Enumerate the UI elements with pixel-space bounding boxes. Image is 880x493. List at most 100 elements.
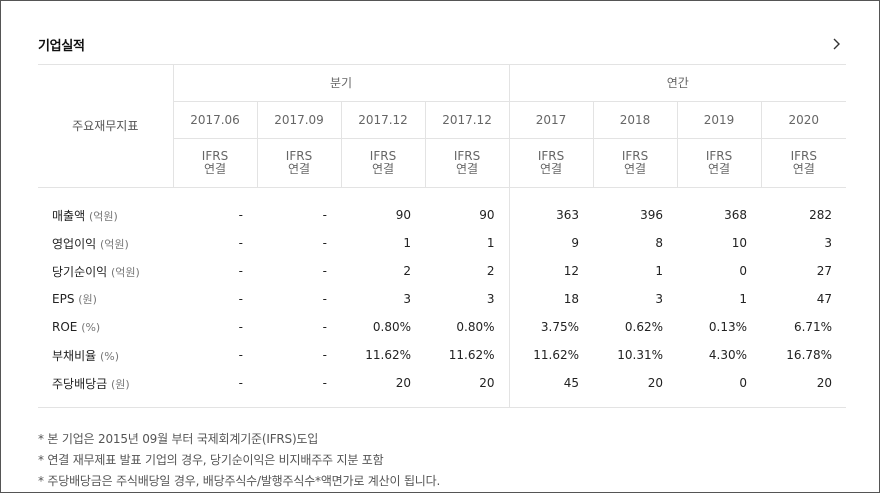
metrics-body: 매출액 (억원) - -90 90 363 396 368 282 영업이익 (억원) - -1 1 9… (38, 187, 847, 408)
ifrs-label-standard: IFRS (285, 148, 313, 163)
financial-table: 주요재무지표 분기 연간 2017.06 2017.09 2017.12 2017.1… (38, 65, 847, 408)
value-cell: - (322, 236, 327, 250)
value-cell: 6.71% (793, 320, 833, 334)
value-cell: 11.62% (365, 348, 411, 362)
metric-name: ROE (52, 320, 82, 334)
ifrs-label-consolidated: 연결 (792, 161, 815, 176)
value-cell: 0.62% (624, 320, 664, 334)
value-cell: - (238, 236, 243, 250)
ifrs-label-consolidated: 연결 (623, 161, 647, 176)
section-title: 기업실적 (38, 39, 85, 54)
ifrs-label: IFRS 연결 (508, 138, 594, 188)
metric-label: 주당배당금 (원) (38, 369, 173, 397)
period-header: 2019 (676, 101, 762, 139)
ifrs-label-standard: IFRS (201, 148, 229, 163)
group-annual: 연간 (508, 65, 847, 102)
value-cell: 282 (809, 208, 833, 222)
footnotes: * 본 기업은 2015년 09월 부터 국제회계기준(IFRS)도입 * 연결 … (38, 429, 440, 492)
metric-name: 주당배당금 (52, 376, 112, 391)
metric-label: 매출액 (억원) (38, 201, 173, 229)
footnote: * 주당배당금은 주식배당일 경우, 배당주식수/발행주식수*액면가로 계산이 … (38, 474, 441, 488)
metric-unit: (억원) (99, 237, 129, 251)
metric-label: 당기순이익 (억원) (38, 257, 173, 285)
value-cell: 0 (739, 264, 748, 278)
metric-label: 부채비율 (%) (38, 341, 173, 369)
metric-label: ROE (%) (38, 313, 173, 341)
value-cell: 368 (724, 208, 748, 222)
period-row: 2017.06 2017.09 2017.12 2017.12 2017 2018 2019… (38, 101, 847, 139)
value-cell: 3 (486, 292, 495, 306)
metric-unit: (억원) (88, 209, 118, 223)
value-cell: 27 (816, 264, 833, 278)
ifrs-label-consolidated: 연결 (203, 161, 227, 176)
ifrs-row: IFRS 연결 IFRS 연결 IFRS 연결 IFRS 연결 IFRS 연결 IFRS 연결 IFRS… (38, 138, 847, 188)
value-cell: 4.30% (708, 348, 748, 362)
value-cell: - (238, 376, 243, 390)
value-cell: - (238, 348, 243, 362)
value-cell: - (238, 264, 243, 278)
value-cell: 10 (731, 236, 748, 250)
spacer-row (38, 397, 847, 408)
metric-unit: (%) (81, 321, 101, 334)
metric-unit: (원) (111, 377, 130, 391)
value-cell: 0.13% (708, 320, 748, 334)
value-cell: 45 (508, 369, 594, 397)
value-cell: 16.78% (786, 348, 833, 362)
ifrs-label-consolidated: 연결 (455, 161, 479, 176)
period-header: 2018 (592, 101, 678, 139)
table-row: ROE (%) - - 0.80% 0.80% 3.75% 0.62% 0.13% 6.71% (38, 313, 846, 341)
value-cell: 2 (486, 264, 495, 278)
value-cell: 9 (508, 229, 594, 257)
ifrs-label: IFRS 연결 (256, 138, 341, 188)
ifrs-label: IFRS 연결 (424, 138, 510, 188)
footnote: * 본 기업은 2015년 09월 부터 국제회계기준(IFRS)도입 (38, 432, 319, 446)
footnote-highlight: 2015년 09월 (98, 432, 168, 446)
ifrs-label-standard: IFRS (453, 148, 481, 163)
metric-name: 당기순이익 (52, 264, 112, 279)
metric-label: EPS (원) (38, 285, 173, 313)
value-cell: 11.62% (448, 348, 495, 362)
value-cell: - (322, 264, 327, 278)
table-row: 영업이익 (억원) - -1 1 9 8 10 3 (38, 229, 846, 257)
ifrs-label-standard: IFRS (621, 148, 649, 163)
value-cell: 8 (655, 236, 664, 250)
metric-name: 부채비율 (52, 348, 100, 363)
value-cell: 90 (479, 208, 495, 222)
period-header: 2020 (760, 101, 847, 139)
value-cell: 0.80% (372, 320, 411, 334)
value-cell: 20 (479, 376, 495, 390)
period-header: 2017.12 (340, 101, 425, 139)
value-cell: 0 (739, 376, 748, 390)
ifrs-label: IFRS 연결 (340, 138, 425, 188)
chevron-right-icon[interactable] (830, 37, 844, 51)
ifrs-label-standard: IFRS (369, 148, 397, 163)
value-cell: 20 (816, 376, 833, 390)
footnote: * 연결 재무제표 발표 기업의 경우, 당기순이익은 비지배주주 지분 포함 (38, 453, 384, 467)
value-cell: - (322, 320, 327, 334)
period-header: 2017.12 (424, 101, 510, 139)
value-cell: 3 (403, 292, 411, 306)
value-cell: 1 (403, 236, 411, 250)
value-cell: 20 (395, 376, 411, 390)
value-cell: 0.80% (456, 320, 495, 334)
ifrs-label-standard: IFRS (537, 148, 565, 163)
ifrs-label-consolidated: 연결 (539, 161, 563, 176)
section-header: 기업실적 (38, 23, 846, 65)
metric-name: EPS (52, 292, 79, 306)
value-cell: 363 (508, 201, 594, 229)
value-cell: 3 (824, 236, 833, 250)
ifrs-label: IFRS 연결 (172, 138, 257, 188)
metric-name: 영업이익 (52, 236, 100, 251)
metric-unit: (%) (99, 349, 120, 363)
ifrs-label-standard: IFRS (705, 148, 733, 163)
table-row: 매출액 (억원) - - 90 90 363 396 368 282 (38, 201, 846, 229)
value-cell: 18 (508, 285, 594, 313)
ifrs-label: IFRS 연결 (760, 138, 847, 188)
ifrs-label: IFRS 연결 (676, 138, 762, 188)
value-cell: 90 (395, 208, 411, 222)
value-cell: 3 (655, 292, 664, 306)
metric-header: 주요재무지표 (38, 65, 173, 188)
value-cell: 396 (640, 208, 664, 222)
ifrs-label: IFRS 연결 (592, 138, 678, 188)
